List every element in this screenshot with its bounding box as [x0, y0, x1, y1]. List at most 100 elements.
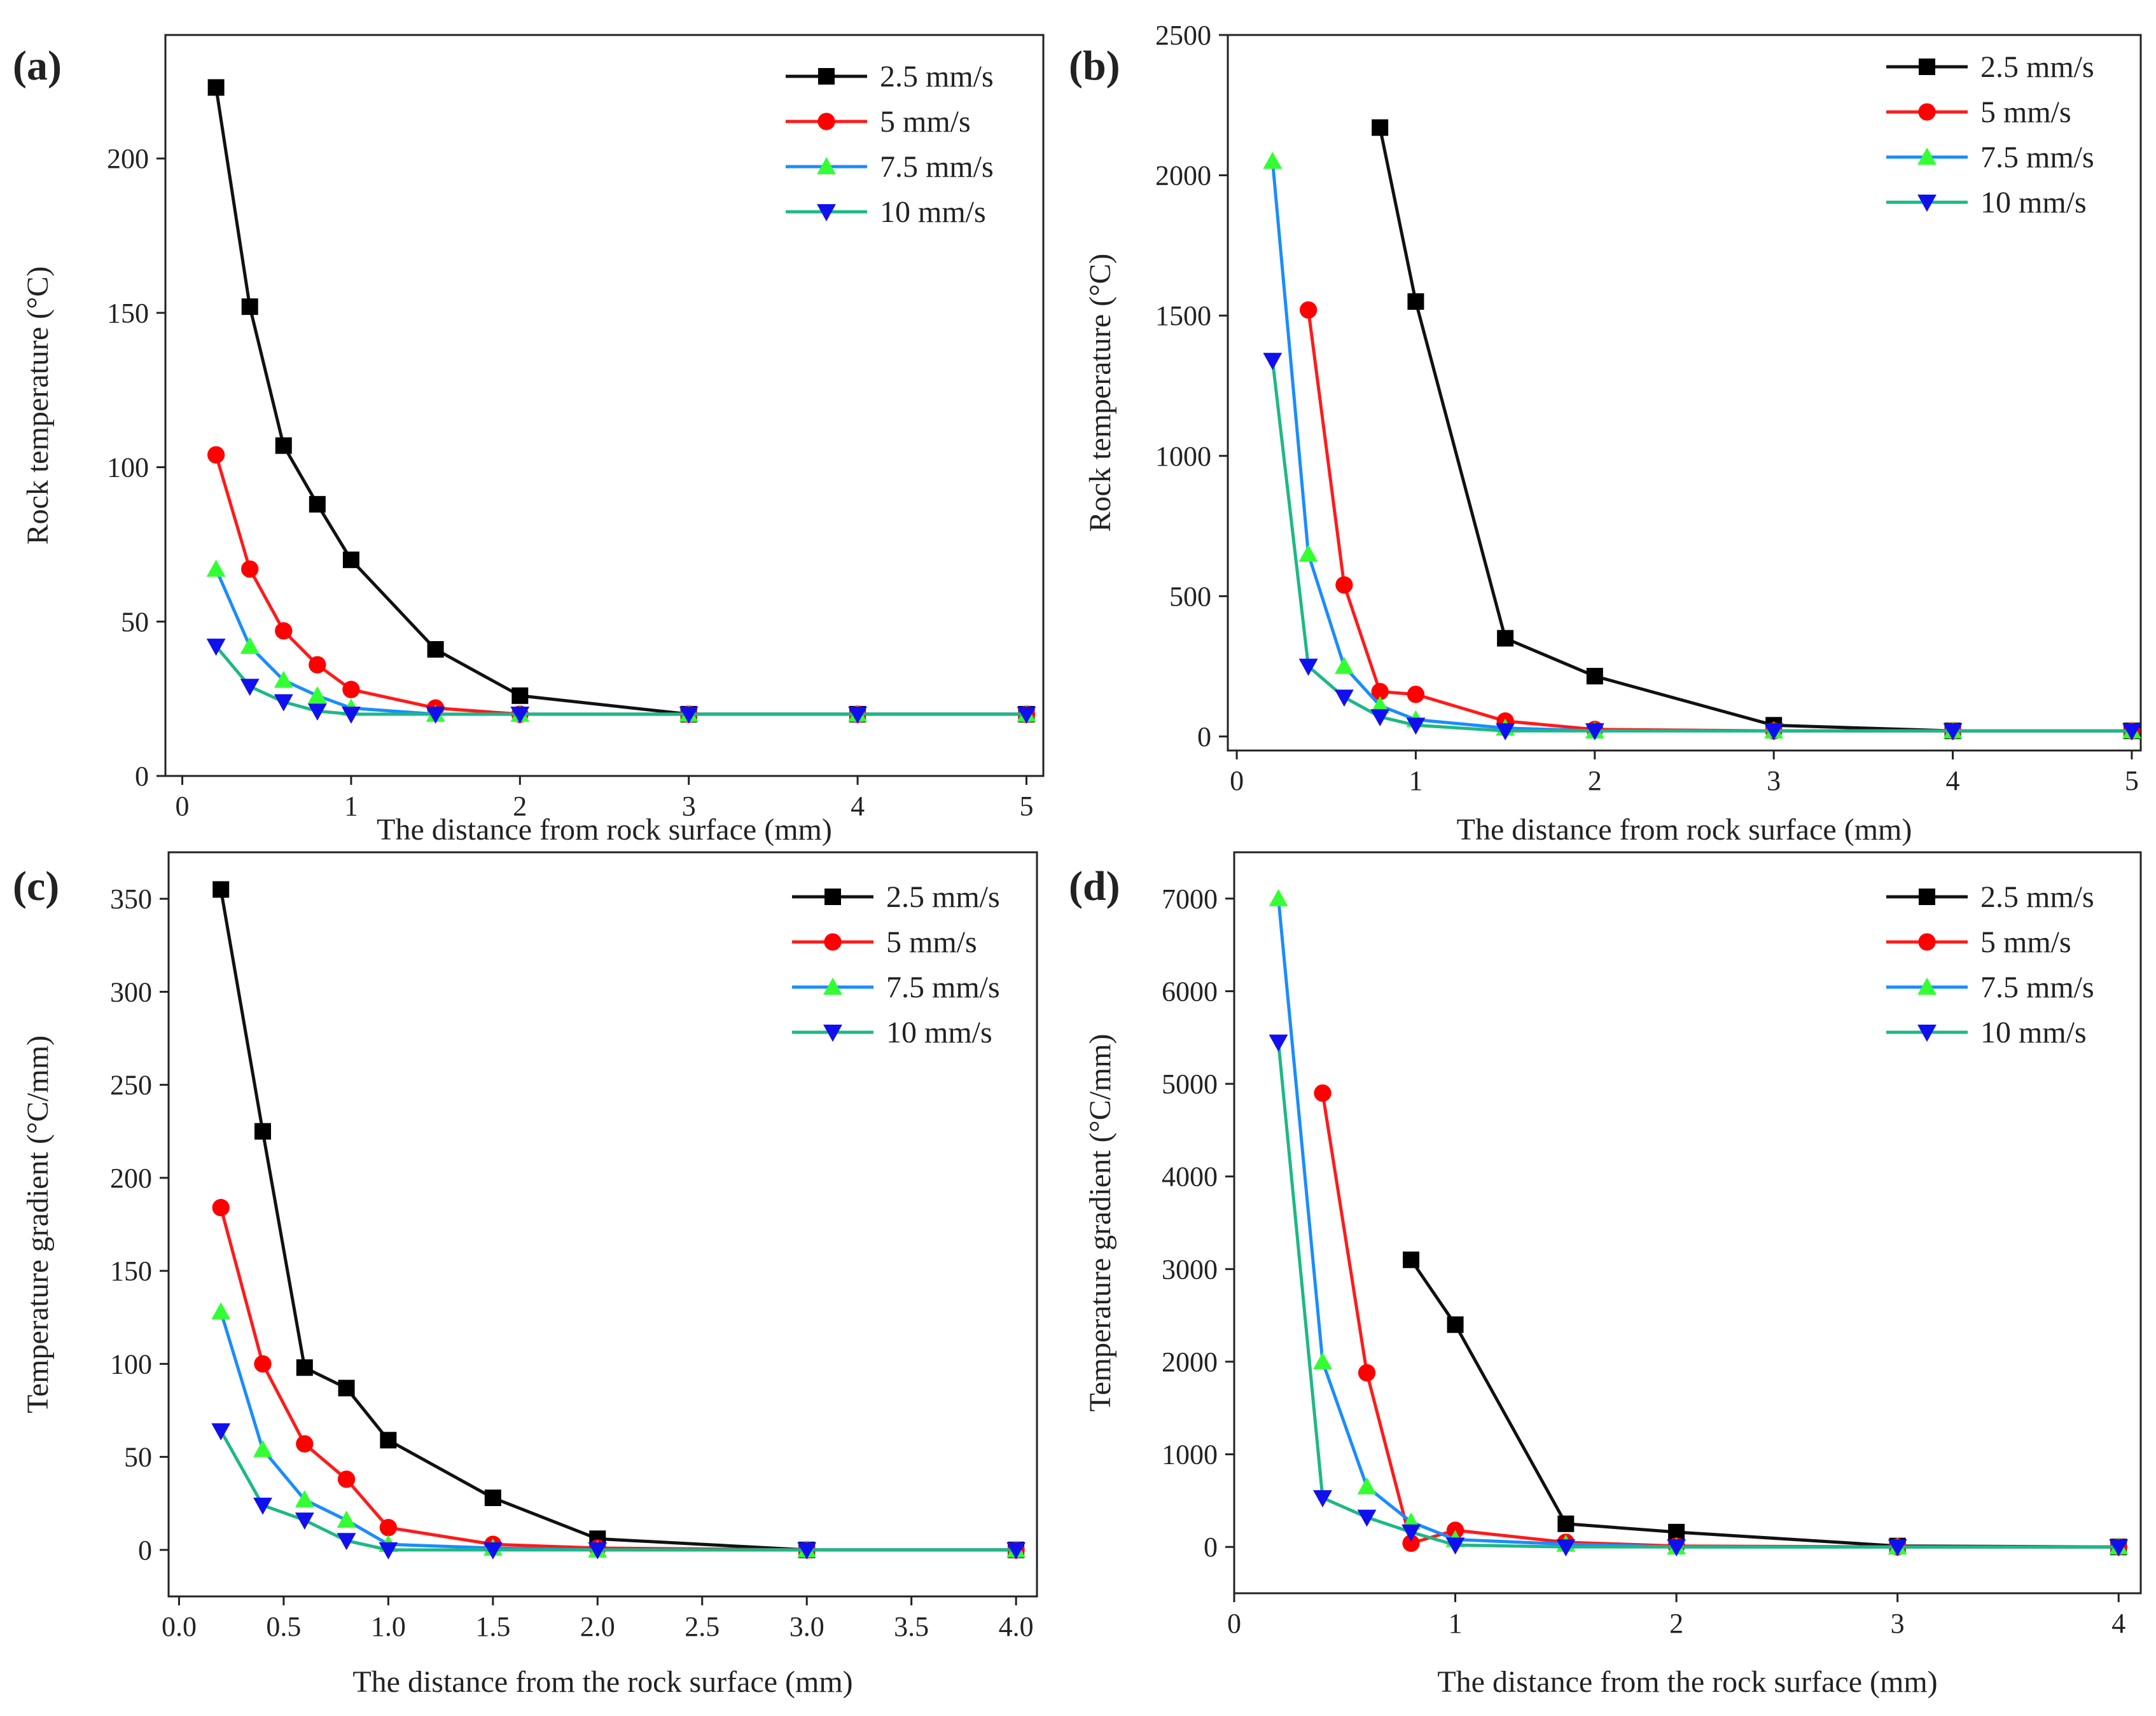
panel-c-series-7-5-mm-s-point: [295, 1490, 314, 1507]
panel-b-legend-2-5-mm-s-label: 2.5 mm/s: [1980, 50, 2094, 84]
panel-c-xtick-label: 4.0: [999, 1611, 1034, 1642]
panel-b-legend-5-mm-s-label: 5 mm/s: [1980, 95, 2071, 129]
panel-a-series-5-mm-s-point: [342, 681, 360, 698]
panel-a-series-10-mm-s-point: [307, 703, 327, 721]
panel-c-ytick-label: 200: [110, 1163, 152, 1194]
panel-d-x-axis-title: The distance from the rock surface (mm): [1437, 1665, 1937, 1699]
panel-c-series-7-5-mm-s-point: [253, 1439, 272, 1457]
panel-a-series-7-5-mm-s-point: [240, 637, 260, 654]
panel-d-ytick-label: 6000: [1162, 976, 1218, 1007]
panel-c-series-10-mm-s-point: [797, 1542, 817, 1560]
panel-c-xtick-label: 3.0: [789, 1611, 824, 1642]
panel-a-series-10-mm-s-point: [240, 679, 260, 696]
panel-c-ytick-label: 150: [110, 1256, 152, 1287]
panel-c-xtick-label: 1.5: [475, 1611, 510, 1642]
panel-b-legend-10-mm-s-label: 10 mm/s: [1980, 186, 2087, 219]
panel-c-legend-10-mm-s-label: 10 mm/s: [886, 1016, 992, 1049]
panel-a-legend-7-5-mm-s-marker: [817, 157, 836, 174]
panel-b-xtick-label: 4: [1946, 765, 1960, 796]
panel-c-series-5-mm-s-point: [254, 1355, 272, 1373]
panel-a-series-10-mm-s-point: [679, 706, 699, 724]
panel-c-y-axis-title: Temperature gradient (°C/mm): [21, 1035, 55, 1413]
panel-c-series-10-mm-s-point: [253, 1497, 272, 1515]
panel-c-series-5-mm-s-point: [296, 1435, 314, 1453]
panel-b-legend-10-mm-s-marker: [1917, 195, 1937, 212]
panel-a-legend: 2.5 mm/s 5 mm/s 7.5 mm/s 10 mm/s: [786, 60, 994, 229]
panel-c-ytick-label: 350: [110, 883, 152, 915]
panel-a-series-2-5-mm-s-point: [241, 298, 258, 315]
panel-b-legend-7-5-mm-s-label: 7.5 mm/s: [1980, 141, 2094, 174]
panel-b-series-10-mm-s-point: [2122, 723, 2141, 741]
panel-d-series-7-5-mm-s-point: [1269, 889, 1288, 906]
panel-c-legend-5-mm-s-label: 5 mm/s: [886, 925, 977, 959]
panel-a-series-7-5-mm-s-point: [206, 559, 226, 577]
panel-b-series-10-mm-s-point: [1496, 723, 1515, 741]
panel-d-series-5-mm-s-point: [1314, 1084, 1332, 1102]
panel-b-series-2-5-mm-s-point: [1372, 119, 1389, 136]
panel-a-series-10-mm-s-point: [426, 706, 445, 724]
panel-c-ytick-label: 300: [110, 976, 152, 1007]
panel-c-series-10-mm-s-point: [588, 1542, 608, 1560]
panel-a-series-5-mm-s-point: [275, 622, 293, 640]
panel-d-series-2-5-mm-s-point: [1557, 1515, 1575, 1532]
panel-c-series-5-mm-s-point: [337, 1470, 356, 1488]
panel-d-series-10-mm-s-point: [1313, 1490, 1332, 1507]
panel-c: 0.0 0.5 1.0 1.5 2.0 2.5 3.0 3.5 4.0 0 50 100 150 200 2…: [13, 851, 1038, 1699]
panel-b-series-5-mm-s-point: [1371, 682, 1389, 701]
panel-d-series-10-mm-s-point: [1888, 1539, 1907, 1557]
panel-b-series-10-mm-s: [1263, 352, 2141, 741]
panel-b-xtick-label: 0: [1230, 765, 1244, 796]
panel-b-series-2-5-mm-s-point: [1586, 668, 1603, 685]
panel-b-ytick-label: 2000: [1155, 160, 1211, 191]
panel-d-ytick-label: 1000: [1162, 1439, 1218, 1470]
panel-c-series-2-5-mm-s-point: [212, 881, 230, 898]
panel-c-series-7-5-mm-s-point: [211, 1302, 231, 1320]
panel-d-y-axis-title: Temperature gradient (°C/mm): [1083, 1034, 1117, 1411]
panel-a-series-2-5-mm-s-point: [427, 640, 444, 658]
panel-b-legend-2-5-mm-s-marker: [1919, 59, 1935, 75]
panel-d-xtick-label: 1: [1449, 1608, 1463, 1639]
panel-c-xtick-label: 0.5: [266, 1611, 301, 1642]
panel-b-xtick-label: 3: [1767, 765, 1781, 796]
panel-d-series-5-mm-s-point: [1402, 1534, 1420, 1553]
panel-c-legend-2-5-mm-s-marker: [824, 889, 841, 905]
panel-c-ytick-label: 100: [110, 1348, 152, 1380]
panel-c-series-7-5-mm-s-point: [337, 1511, 356, 1528]
panel-b-series-7-5-mm-s-point: [1298, 544, 1318, 562]
panel-d-series-10-mm-s-point: [1667, 1539, 1687, 1557]
panel-c-series-10-mm-s-point: [483, 1542, 503, 1560]
panel-b-ytick-label: 2500: [1155, 20, 1211, 51]
panel-d-series-2-5-mm-s-point: [1447, 1316, 1464, 1333]
panel-b: 0 1 2 3 4 5 0 500 1000 1500 2000 2500 The distance f…: [1069, 20, 2142, 847]
panel-c-legend: 2.5 mm/s 5 mm/s 7.5 mm/s 10 mm/s: [792, 880, 1000, 1049]
panel-c-xtick-label: 2.5: [685, 1611, 720, 1642]
panel-a-series-10-mm-s-point: [206, 639, 226, 656]
panel-c-xtick-label: 3.5: [894, 1611, 929, 1642]
panel-a-ytick-label: 200: [107, 143, 149, 174]
panel-a-xtick-label: 2: [513, 791, 527, 822]
panel-c-frame: [167, 851, 1038, 1598]
panel-a-series-5-mm-s-point: [309, 656, 326, 674]
panel-b-ytick-label: 1500: [1155, 300, 1211, 331]
panel-b-label: (b): [1069, 43, 1120, 89]
panel-c-legend-7-5-mm-s-label: 7.5 mm/s: [886, 971, 1000, 1004]
panel-b-series-5-mm-s-point: [1299, 301, 1318, 319]
panel-a-ytick-label: 100: [107, 452, 149, 483]
panel-d-xtick-label: 4: [2111, 1608, 2125, 1639]
panel-d-series-10-mm-s-point: [1401, 1524, 1421, 1542]
panel-a-series-2-5-mm-s-point: [275, 437, 292, 454]
panel-d-ytick-label: 3000: [1162, 1254, 1218, 1285]
panel-b-legend-7-5-mm-s-marker: [1917, 148, 1937, 165]
panel-d-series-5-mm-s-point: [1358, 1364, 1376, 1382]
panel-d-legend-10-mm-s-label: 10 mm/s: [1980, 1016, 2087, 1049]
panel-a-legend-2-5-mm-s-label: 2.5 mm/s: [880, 60, 994, 93]
panel-c-x-axis-title: The distance from the rock surface (mm): [352, 1665, 852, 1699]
panel-a-legend-5-mm-s-label: 5 mm/s: [880, 105, 971, 139]
panel-a-series-2-5-mm-s-point: [309, 495, 326, 513]
panel-c-ytick-label: 50: [124, 1442, 152, 1473]
panel-b-series-10-mm-s-point: [1334, 689, 1354, 707]
panel-d-legend: 2.5 mm/s 5 mm/s 7.5 mm/s 10 mm/s: [1886, 880, 2094, 1049]
panel-d-legend-5-mm-s-marker: [1918, 933, 1936, 951]
panel-d-xtick-label: 3: [1891, 1608, 1905, 1639]
